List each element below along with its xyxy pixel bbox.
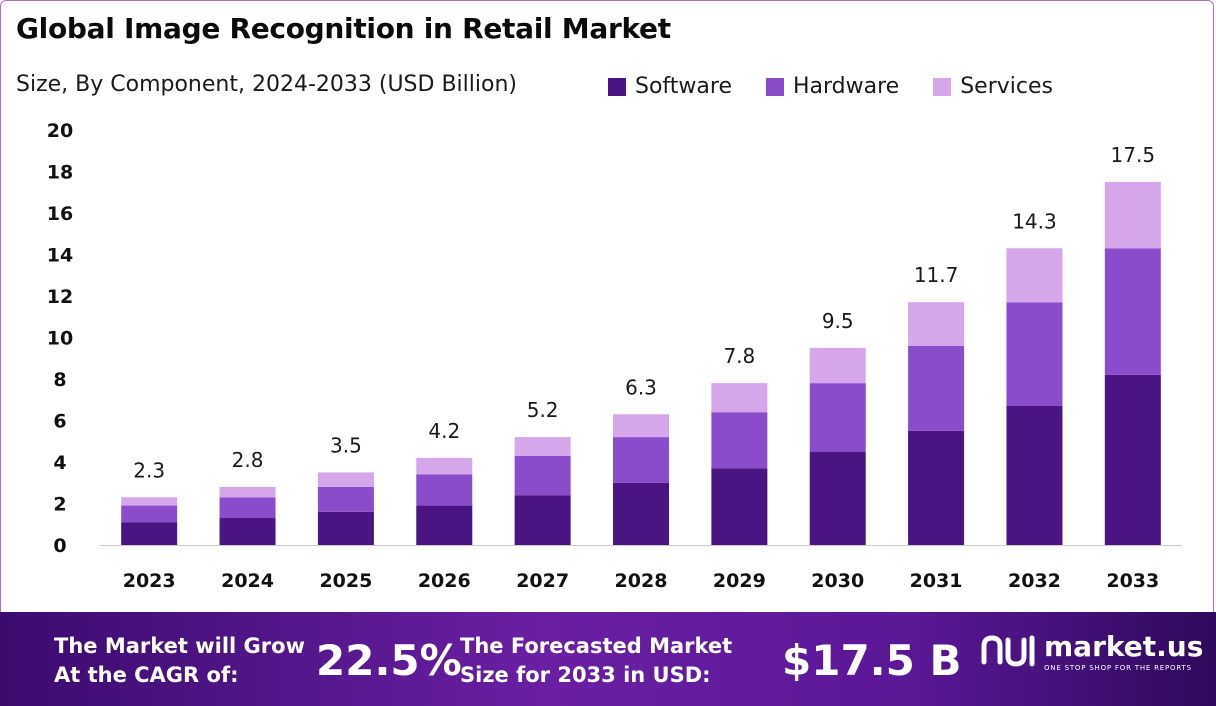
brand-tagline: ONE STOP SHOP FOR THE REPORTS bbox=[1044, 664, 1192, 672]
legend-swatch-services bbox=[933, 77, 952, 96]
y-tick-label: 10 bbox=[47, 328, 73, 350]
bar-hardware-2031 bbox=[908, 345, 965, 431]
cagr-label-line2: At the CAGR of: bbox=[54, 663, 239, 687]
y-tick-label: 14 bbox=[47, 245, 73, 267]
bar-software-2027 bbox=[514, 495, 571, 545]
bar-services-2029 bbox=[711, 383, 768, 413]
forecast-label: The Forecasted Market Size for 2033 in U… bbox=[460, 632, 732, 690]
legend-item-services: Services bbox=[933, 74, 1053, 99]
bar-services-2026 bbox=[416, 457, 473, 475]
footer-banner: The Market will Grow At the CAGR of: 22.… bbox=[0, 612, 1216, 706]
bar-software-2029 bbox=[711, 468, 768, 545]
bar-hardware-2024 bbox=[219, 497, 276, 519]
bar-chart: 0 2 4 6 8 10 12 14 16 18 20 2.3 2023 2.8 2024 3.5 2025 4.… bbox=[47, 120, 1182, 592]
data-label-total-2024: 2.8 bbox=[232, 448, 264, 472]
bar-services-2032 bbox=[1006, 248, 1063, 303]
bar-software-2026 bbox=[416, 505, 473, 545]
x-tick-label-2030: 2030 bbox=[811, 570, 864, 592]
y-tick-label: 4 bbox=[53, 452, 66, 474]
bar-hardware-2026 bbox=[416, 474, 473, 506]
forecast-label-line1: The Forecasted Market bbox=[460, 634, 733, 658]
bar-hardware-2030 bbox=[809, 383, 866, 452]
data-label-total-2026: 4.2 bbox=[428, 419, 460, 443]
y-tick-label: 16 bbox=[47, 203, 73, 225]
brand-name: market.us bbox=[1044, 630, 1204, 663]
x-tick-label-2033: 2033 bbox=[1106, 570, 1159, 592]
x-tick-label-2028: 2028 bbox=[615, 570, 668, 592]
forecast-label-line2: Size for 2033 in USD: bbox=[460, 663, 711, 687]
forecast-value: $17.5 B bbox=[782, 636, 962, 685]
x-tick-label-2027: 2027 bbox=[516, 570, 569, 592]
bar-software-2023 bbox=[121, 522, 178, 545]
data-label-total-2031: 11.7 bbox=[914, 263, 959, 287]
bar-software-2031 bbox=[908, 430, 965, 545]
legend-label-services: Services bbox=[960, 74, 1053, 99]
bar-software-2025 bbox=[317, 511, 374, 545]
y-tick-label: 18 bbox=[47, 162, 73, 184]
data-label-total-2023: 2.3 bbox=[133, 458, 165, 482]
legend-label-software: Software bbox=[635, 74, 732, 99]
y-tick-label: 2 bbox=[53, 494, 66, 516]
bar-software-2024 bbox=[219, 518, 276, 545]
bar-hardware-2029 bbox=[711, 412, 768, 469]
data-label-total-2028: 6.3 bbox=[625, 375, 657, 399]
legend-item-hardware: Hardware bbox=[765, 74, 900, 99]
x-tick-label-2029: 2029 bbox=[713, 570, 766, 592]
bar-software-2033 bbox=[1104, 374, 1161, 545]
x-tick-label-2025: 2025 bbox=[319, 570, 372, 592]
bar-software-2030 bbox=[809, 451, 866, 545]
legend-swatch-software bbox=[608, 77, 626, 96]
market-us-logo-icon bbox=[981, 635, 1035, 667]
bar-services-2033 bbox=[1104, 181, 1161, 249]
bar-services-2031 bbox=[908, 302, 965, 346]
legend-swatch-hardware bbox=[765, 77, 784, 96]
cagr-label-line1: The Market will Grow bbox=[54, 634, 305, 658]
bar-services-2030 bbox=[809, 347, 866, 384]
bar-hardware-2027 bbox=[514, 455, 571, 496]
x-tick-label-2031: 2031 bbox=[910, 570, 963, 592]
bar-hardware-2033 bbox=[1104, 248, 1161, 375]
bar-services-2028 bbox=[613, 414, 669, 438]
bar-hardware-2032 bbox=[1006, 302, 1063, 406]
x-tick-label-2032: 2032 bbox=[1008, 570, 1061, 592]
legend-label-hardware: Hardware bbox=[792, 74, 900, 99]
bar-services-2024 bbox=[219, 486, 276, 498]
bar-hardware-2023 bbox=[121, 505, 178, 523]
y-tick-label: 20 bbox=[47, 120, 73, 142]
legend-item-software: Software bbox=[608, 74, 732, 99]
data-label-total-2025: 3.5 bbox=[330, 433, 362, 457]
bar-services-2025 bbox=[317, 472, 374, 487]
x-tick-label-2026: 2026 bbox=[418, 570, 471, 592]
x-tick-label-2023: 2023 bbox=[123, 570, 176, 592]
bar-software-2032 bbox=[1006, 405, 1063, 545]
y-tick-label: 8 bbox=[53, 369, 66, 391]
bar-services-2023 bbox=[121, 497, 178, 506]
data-label-total-2033: 17.5 bbox=[1111, 143, 1156, 167]
bar-hardware-2025 bbox=[317, 486, 374, 512]
data-label-total-2027: 5.2 bbox=[527, 398, 559, 422]
x-tick-label-2024: 2024 bbox=[221, 570, 274, 592]
bar-software-2028 bbox=[613, 482, 669, 545]
data-label-total-2029: 7.8 bbox=[723, 344, 755, 368]
brand-logo: market.us ONE STOP SHOP FOR THE REPORTS bbox=[980, 632, 1203, 672]
legend: Software Hardware Services bbox=[608, 74, 1053, 99]
chart-title: Global Image Recognition in Retail Marke… bbox=[16, 12, 671, 45]
bar-hardware-2028 bbox=[613, 437, 669, 483]
y-tick-label: 0 bbox=[53, 535, 66, 557]
chart-subtitle: Size, By Component, 2024-2033 (USD Billi… bbox=[16, 72, 517, 97]
y-tick-label: 12 bbox=[47, 286, 73, 308]
data-label-total-2030: 9.5 bbox=[822, 309, 854, 333]
data-label-total-2032: 14.3 bbox=[1012, 209, 1057, 233]
cagr-value: 22.5% bbox=[316, 636, 462, 685]
y-tick-label: 6 bbox=[53, 411, 66, 433]
cagr-label: The Market will Grow At the CAGR of: bbox=[54, 632, 305, 690]
bar-services-2027 bbox=[514, 437, 571, 456]
